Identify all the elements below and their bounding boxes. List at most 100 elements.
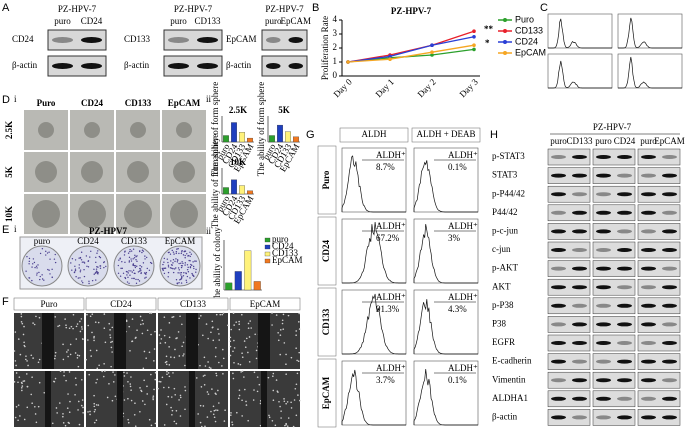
cell: [150, 312, 153, 314]
colony: [130, 270, 132, 272]
blot: [592, 241, 636, 259]
cell: [252, 399, 255, 401]
cell: [222, 348, 224, 351]
cell: [295, 330, 298, 332]
colony: [85, 255, 88, 257]
label: 8.7%: [376, 162, 395, 172]
cell: [53, 357, 56, 360]
blot-band: [641, 266, 656, 271]
colony: [98, 255, 101, 258]
cell: [82, 338, 84, 341]
colony: [26, 256, 28, 258]
blot-band: [641, 415, 656, 420]
blot: [592, 334, 636, 352]
cell: [210, 410, 212, 413]
cell: [159, 380, 162, 383]
cell: [232, 312, 235, 314]
cell: [58, 402, 61, 404]
label: p-c-jun: [492, 225, 518, 235]
cell: [204, 374, 206, 377]
point: [388, 57, 392, 61]
blot: [547, 390, 591, 408]
colony: [182, 275, 185, 277]
blot-band: [641, 173, 656, 178]
colony: [172, 262, 174, 264]
cell: [57, 325, 59, 328]
label: Proliferation Rate: [320, 16, 330, 80]
colony: [167, 276, 169, 278]
cell: [197, 413, 199, 415]
label: EGFR: [492, 337, 515, 347]
colony: [97, 250, 99, 252]
colony: [171, 249, 173, 252]
cell: [114, 374, 116, 376]
colony: [186, 268, 189, 271]
cell: [283, 398, 285, 400]
y-tick-label: 0: [333, 70, 338, 80]
cell: [281, 319, 284, 322]
panel-label: G: [306, 129, 315, 141]
legend-swatch: [503, 29, 507, 33]
cell: [131, 318, 134, 320]
colony: [41, 274, 43, 276]
cell: [108, 382, 110, 385]
colony: [185, 281, 188, 284]
cell: [296, 372, 299, 375]
blot-band: [288, 63, 303, 69]
colony: [138, 270, 141, 272]
cell: [68, 371, 71, 373]
colony: [180, 252, 183, 255]
cell: [244, 388, 246, 391]
cell: [170, 406, 172, 409]
colony: [87, 260, 90, 262]
colony: [172, 271, 175, 274]
cell: [250, 327, 252, 329]
cell: [212, 405, 215, 408]
cell: [241, 356, 244, 358]
label: 5K: [278, 105, 290, 115]
cell: [238, 323, 241, 326]
cell: [13, 350, 16, 352]
cell: [174, 393, 177, 396]
colony: [192, 265, 195, 268]
cell: [224, 409, 226, 411]
colony: [164, 267, 167, 269]
cell: [165, 355, 168, 358]
sphere: [173, 161, 195, 183]
cell: [127, 380, 129, 383]
histogram: [618, 17, 682, 49]
blot-band: [81, 37, 102, 43]
cell: [217, 389, 219, 392]
colony: [139, 267, 141, 270]
histogram: [548, 18, 612, 49]
colony: [74, 269, 77, 272]
colony: [134, 254, 136, 257]
cell: [233, 339, 235, 342]
cell: [150, 333, 152, 336]
blot-band: [662, 303, 677, 308]
cell: [154, 422, 157, 425]
colony: [45, 254, 47, 256]
cell: [158, 380, 161, 383]
cell: [134, 402, 136, 405]
cell: [290, 401, 292, 404]
cell: [161, 376, 164, 379]
series-line: [347, 36, 475, 63]
label: CD24: [81, 98, 103, 108]
cell: [63, 374, 65, 377]
cell: [103, 313, 106, 315]
bar: [247, 137, 253, 143]
blot: [637, 223, 681, 240]
blot-band: [596, 285, 611, 290]
blot-band: [641, 155, 656, 159]
cell: [111, 326, 114, 329]
wound-gap: [189, 371, 195, 427]
cell: [285, 402, 287, 405]
point: [346, 60, 350, 64]
colony: [186, 264, 189, 266]
cell: [165, 403, 168, 406]
blot-band: [551, 415, 566, 420]
cell: [79, 330, 82, 333]
sphere: [127, 161, 149, 183]
cell: [146, 385, 148, 388]
